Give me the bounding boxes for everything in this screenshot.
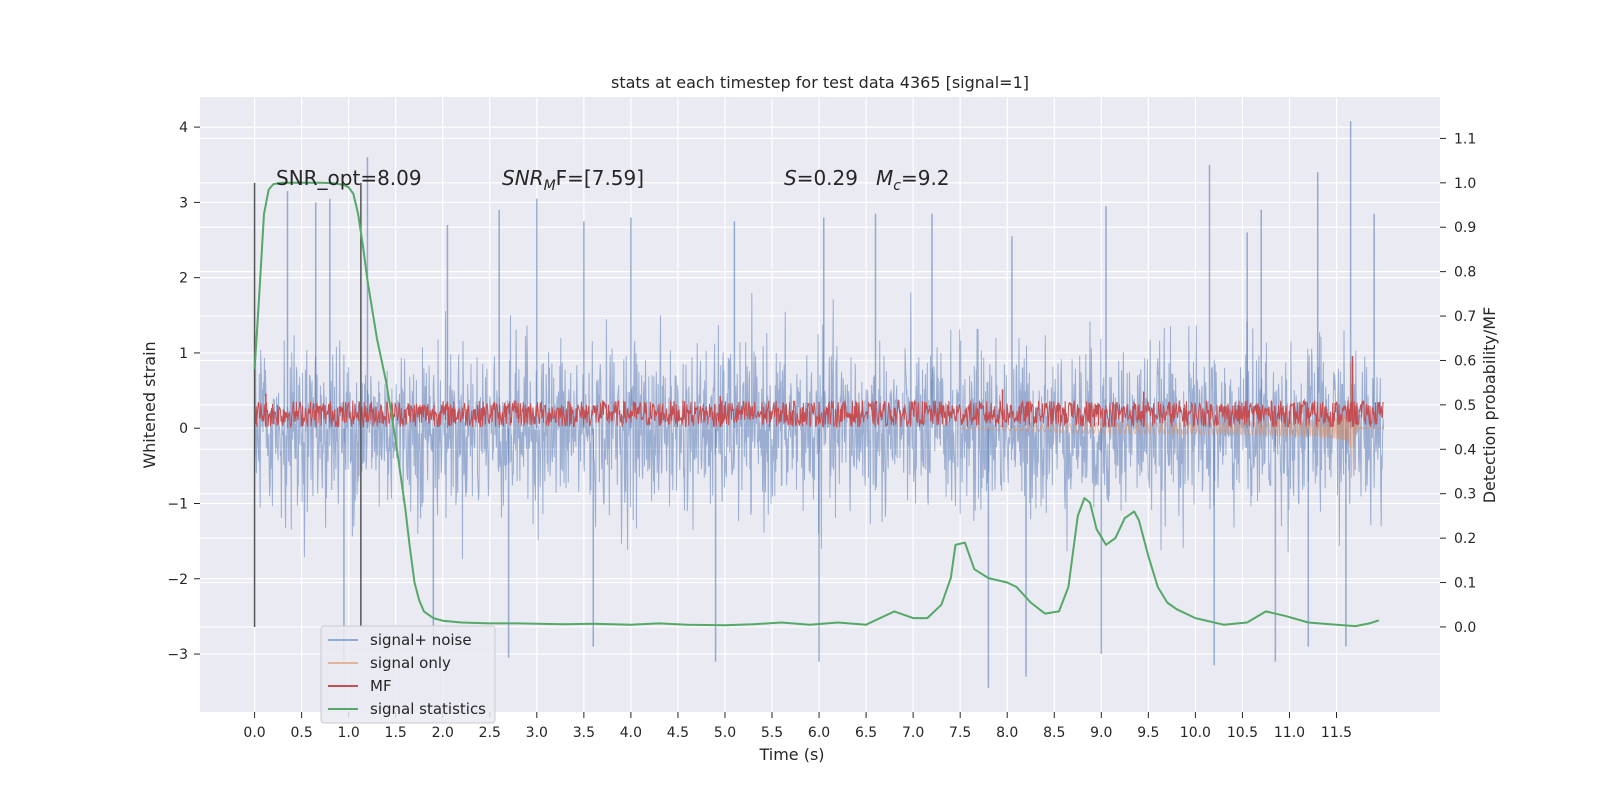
legend-label-signal-statistics: signal statistics [370, 700, 486, 718]
legend-label-mf: MF [370, 677, 392, 695]
x-tick-label: 10.5 [1227, 725, 1258, 741]
y-right-tick-label: 0.4 [1454, 442, 1476, 458]
y-right-tick-label: 0.8 [1454, 265, 1476, 281]
signal-statistics-line [253, 181, 1380, 628]
x-tick-label: 3.0 [526, 725, 548, 741]
y-right-tick-label: 0.2 [1454, 531, 1476, 547]
x-tick-label: 9.5 [1137, 725, 1159, 741]
y-axis-right-label: Detection probability/MF [1480, 307, 1499, 504]
signal-statistics-series [253, 181, 1380, 628]
annotation-snr-mf: SNRMF=[7.59] [502, 166, 644, 194]
x-tick-label: 6.0 [808, 725, 830, 741]
annotation-s-mc: S=0.29 Mc=9.2 [784, 166, 950, 194]
y-left-tick-label: −2 [167, 572, 188, 588]
y-left-tick-label: 2 [179, 271, 188, 287]
x-tick-label: 11.0 [1274, 725, 1305, 741]
mf-line [254, 399, 1384, 429]
chart-title: stats at each timestep for test data 436… [611, 73, 1029, 92]
y-axis-left-ticks: −3 −2 −1 0 1 2 3 4 [167, 120, 200, 663]
x-axis-label: Time (s) [758, 745, 824, 764]
y-left-tick-label: −3 [167, 647, 188, 663]
y-left-tick-label: 0 [179, 421, 188, 437]
x-tick-label: 0.5 [290, 725, 312, 741]
x-tick-label: 4.5 [667, 725, 689, 741]
x-tick-label: 0.0 [243, 725, 265, 741]
legend-label-signal-only: signal only [370, 654, 451, 672]
y-right-tick-label: 1.1 [1454, 131, 1476, 147]
y-left-tick-label: 4 [179, 120, 188, 136]
x-tick-label: 2.5 [479, 725, 501, 741]
window-markers [253, 182, 362, 627]
x-tick-label: 1.0 [338, 725, 360, 741]
x-tick-label: 4.0 [620, 725, 642, 741]
x-tick-label: 7.0 [902, 725, 924, 741]
x-tick-label: 1.5 [385, 725, 407, 741]
x-axis-ticks: 0.0 0.5 1.0 1.5 2.0 2.5 3.0 3.5 4.0 4.5 5.0 5.5 6.0 6… [243, 712, 1352, 741]
x-tick-label: 8.0 [996, 725, 1018, 741]
y-axis-left-label: Whitened strain [140, 341, 159, 468]
legend-label-signal-noise: signal+ noise [370, 631, 472, 649]
x-tick-label: 10.0 [1180, 725, 1211, 741]
x-tick-label: 6.5 [855, 725, 877, 741]
x-tick-label: 8.5 [1043, 725, 1065, 741]
y-right-tick-label: 0.9 [1454, 220, 1476, 236]
annotation-snr-opt: SNR_opt=8.09 [276, 166, 422, 190]
y-right-tick-label: 0.7 [1454, 309, 1476, 325]
y-right-tick-label: 0.1 [1454, 576, 1476, 592]
x-tick-label: 7.5 [949, 725, 971, 741]
grid-y-right [200, 137, 1440, 628]
y-right-tick-label: 0.5 [1454, 398, 1476, 414]
y-left-tick-label: −1 [167, 496, 188, 512]
x-tick-label: 3.5 [573, 725, 595, 741]
x-tick-label: 9.0 [1090, 725, 1112, 741]
legend: signal+ noise signal only MF signal stat… [320, 625, 496, 724]
y-left-tick-label: 1 [179, 346, 188, 362]
mf-series [254, 356, 1384, 429]
x-tick-label: 5.5 [761, 725, 783, 741]
x-tick-label: 2.0 [432, 725, 454, 741]
x-tick-label: 11.5 [1321, 725, 1352, 741]
x-tick-label: 5.0 [714, 725, 736, 741]
y-right-tick-label: 0.0 [1454, 620, 1476, 636]
y-right-tick-label: 1.0 [1454, 176, 1476, 192]
y-right-tick-label: 0.3 [1454, 487, 1476, 503]
legend-box [320, 625, 496, 724]
y-left-tick-label: 3 [179, 195, 188, 211]
y-axis-right-ticks: 0.0 0.1 0.2 0.3 0.4 0.5 0.6 0.7 0.8 0.9 1.0 1.1 [1440, 131, 1476, 636]
y-right-tick-label: 0.6 [1454, 353, 1476, 369]
